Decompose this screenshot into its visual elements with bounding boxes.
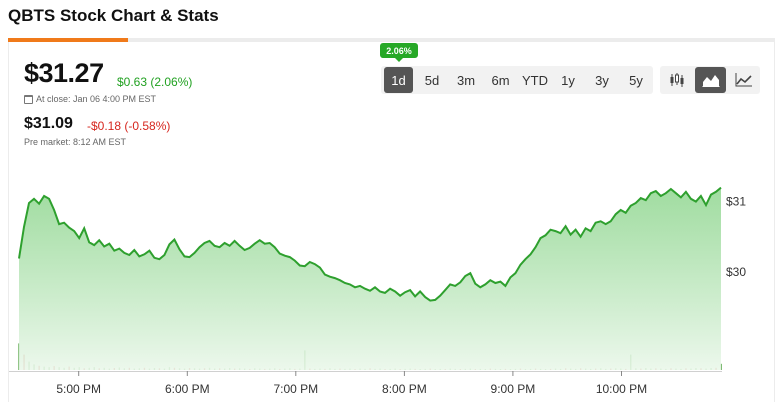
price-area [19, 187, 721, 370]
range-button-6m[interactable]: 6m [491, 72, 510, 88]
last-price: $31.27 [24, 58, 104, 88]
volume-bar [720, 363, 722, 370]
mountain-chart-button[interactable] [695, 67, 726, 93]
candlestick-icon [670, 73, 683, 87]
range-change-tooltip: 2.06% [380, 43, 418, 62]
range-button-5d[interactable]: 5d [424, 72, 440, 88]
price-change: $0.63 (2.06%) [117, 75, 193, 89]
price-line [18, 186, 722, 302]
mountain-chart-icon [702, 75, 719, 87]
close-time-text: At close: Jan 06 4:00 PM EST [36, 94, 157, 104]
premarket-time: Pre market: 8:12 AM EST [24, 137, 127, 147]
y-axis-ticks: $31 $30 [726, 195, 746, 279]
line-chart-icon [735, 73, 752, 87]
x-tick-label: 7:00 PM [273, 382, 318, 396]
x-tick-label: 9:00 PM [491, 382, 536, 396]
y-tick-label: $31 [726, 195, 746, 209]
range-button-1d[interactable]: 1d [384, 67, 413, 93]
title-accent-bar [8, 38, 128, 42]
x-tick-label: 10:00 PM [596, 382, 647, 396]
page-title: QBTS Stock Chart & Stats [8, 6, 219, 25]
chart-type-selector [660, 66, 760, 94]
range-button-3y[interactable]: 3y [595, 72, 609, 88]
range-button-ytd[interactable]: YTD [522, 72, 548, 88]
range-button-5y[interactable]: 5y [629, 72, 643, 88]
line-chart-button[interactable] [728, 66, 759, 94]
range-button-1y[interactable]: 1y [561, 72, 575, 88]
candlestick-button[interactable] [661, 66, 692, 94]
premarket-change: -$0.18 (-0.58%) [87, 119, 171, 133]
premarket-price: $31.09 [24, 115, 73, 132]
x-tick-label: 8:00 PM [382, 382, 427, 396]
y-tick-label: $30 [726, 265, 746, 279]
calendar-icon [24, 94, 33, 104]
x-tick-label: 5:00 PM [56, 382, 101, 396]
x-axis-ticks: 5:00 PM 6:00 PM 7:00 PM 8:00 PM 9:00 PM 10:00… [56, 371, 647, 396]
x-tick-label: 6:00 PM [165, 382, 210, 396]
title-divider [8, 38, 775, 42]
range-button-3m[interactable]: 3m [456, 72, 476, 88]
card-border-left [8, 42, 9, 402]
close-time: At close: Jan 06 4:00 PM EST [24, 94, 156, 104]
range-selector: 1d 5d 3m 6m YTD 1y 3y 5y [381, 66, 653, 94]
